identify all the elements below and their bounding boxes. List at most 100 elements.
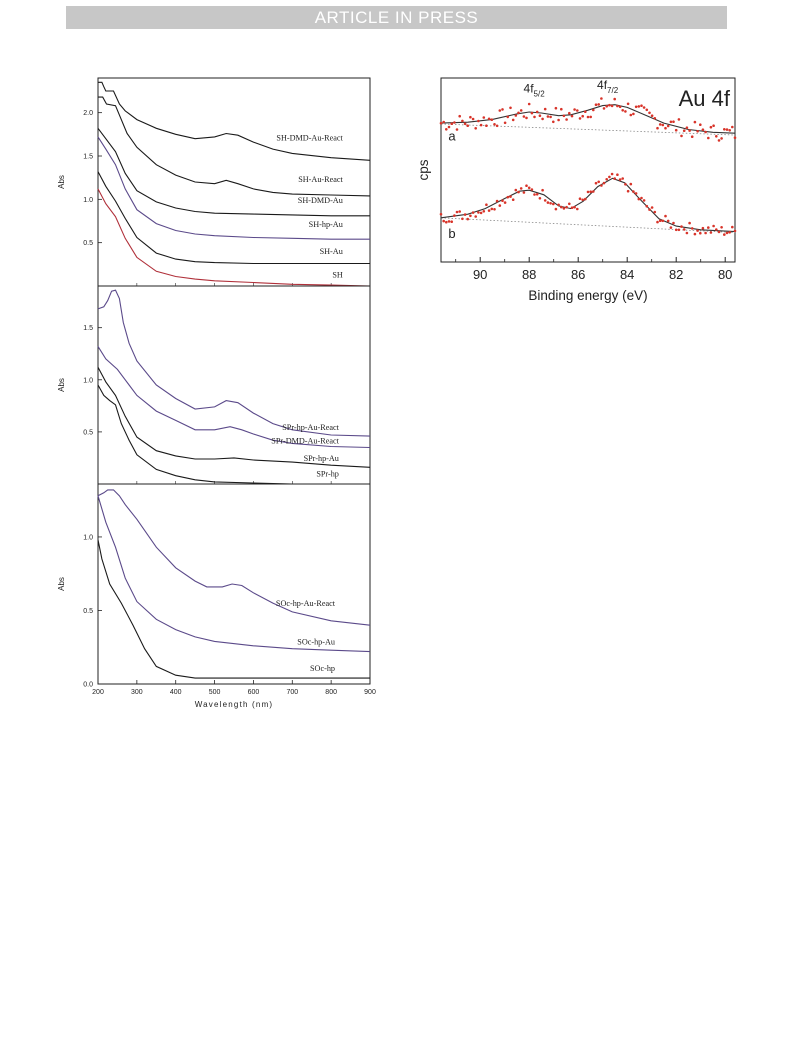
data-point xyxy=(640,196,643,200)
data-point xyxy=(495,199,499,203)
data-point xyxy=(517,190,520,194)
baseline xyxy=(440,217,736,233)
data-point xyxy=(549,115,552,119)
data-point xyxy=(458,210,461,213)
data-point xyxy=(519,109,523,112)
data-point xyxy=(629,113,633,117)
data-point xyxy=(514,114,518,117)
x-tick-label: 90 xyxy=(473,267,487,282)
data-point xyxy=(731,125,734,129)
data-point xyxy=(450,122,453,125)
series-label-SPr-DMD-Au-React: SPr-DMD-Au-React xyxy=(271,436,339,445)
series-line-SH-Au-React xyxy=(98,96,371,197)
data-point xyxy=(712,124,715,127)
y-tick-label: 1.0 xyxy=(83,197,93,204)
data-point xyxy=(616,104,619,108)
data-point xyxy=(578,117,582,120)
y-axis-label: Abs xyxy=(57,577,66,591)
data-point xyxy=(511,198,515,201)
data-point xyxy=(624,110,627,113)
series-label-SPr-hp-Au-React: SPr-hp-Au-React xyxy=(282,423,339,432)
series-label-SH-DMD-Au: SH-DMD-Au xyxy=(298,196,343,205)
y-tick-label: 0.5 xyxy=(83,240,93,247)
data-point xyxy=(466,124,469,127)
data-point xyxy=(717,139,721,142)
data-point xyxy=(543,107,547,111)
data-point xyxy=(439,121,443,125)
data-point xyxy=(733,229,737,233)
data-point xyxy=(447,125,451,129)
data-point xyxy=(696,229,699,232)
data-point xyxy=(471,117,475,121)
data-point xyxy=(461,217,464,221)
data-point xyxy=(728,129,731,132)
data-point xyxy=(669,226,673,229)
data-point xyxy=(509,106,512,110)
data-point xyxy=(699,231,702,235)
series-line-SOc-hp-Au-React xyxy=(97,489,371,626)
data-point xyxy=(493,123,496,126)
xps-series-a: a xyxy=(439,97,737,144)
data-point xyxy=(677,228,681,232)
data-point xyxy=(594,103,598,106)
data-point xyxy=(723,233,726,236)
data-point xyxy=(581,198,584,202)
data-point xyxy=(453,214,456,217)
data-point xyxy=(699,123,702,126)
data-point xyxy=(442,120,445,124)
data-point xyxy=(530,188,534,191)
baseline xyxy=(440,123,736,136)
data-point xyxy=(522,191,526,194)
data-point xyxy=(707,226,710,229)
data-point xyxy=(650,206,654,209)
data-point xyxy=(511,118,515,122)
data-point xyxy=(720,226,723,229)
data-point xyxy=(658,219,662,222)
series-line-SH-DMD-Au-React xyxy=(98,81,371,161)
x-tick-label: 900 xyxy=(364,689,376,696)
data-point xyxy=(616,173,619,176)
data-point xyxy=(669,120,673,124)
data-point xyxy=(605,105,608,108)
data-point xyxy=(527,186,531,190)
series-label-SPr-hp: SPr-hp xyxy=(316,470,339,479)
data-point xyxy=(723,128,726,131)
series-line-SPr-hp-Au xyxy=(97,367,371,468)
data-point xyxy=(538,197,542,200)
data-point xyxy=(487,117,491,121)
data-point xyxy=(562,114,566,118)
data-point xyxy=(463,122,467,125)
article-in-press-banner: ARTICLE IN PRESS xyxy=(66,6,727,29)
data-point xyxy=(565,118,568,121)
data-point xyxy=(554,207,558,211)
data-point xyxy=(733,136,737,139)
series-label-SH-Au-React: SH-Au-React xyxy=(298,175,343,184)
data-point xyxy=(600,184,603,187)
data-point xyxy=(557,203,560,207)
series-line-SH-hp-Au xyxy=(97,136,370,240)
x-tick-label: 82 xyxy=(669,267,683,282)
y-tick-label: 0.5 xyxy=(83,429,93,436)
data-point xyxy=(589,190,592,193)
uv-vis-spectra-figure: 0.5 1.0 1.5 2.0 Abs SH-DMD-Au-React SH-Au-Reac… xyxy=(57,77,376,709)
data-point xyxy=(461,119,464,123)
data-point xyxy=(690,135,694,138)
data-point xyxy=(605,178,608,181)
data-point xyxy=(530,111,534,115)
data-point xyxy=(445,128,448,131)
data-point xyxy=(594,181,598,185)
data-point xyxy=(637,105,641,108)
data-point xyxy=(455,128,459,131)
data-point xyxy=(560,205,563,209)
data-point xyxy=(495,124,499,128)
data-point xyxy=(626,189,630,193)
data-point xyxy=(715,228,718,231)
data-point xyxy=(725,231,729,235)
y-tick-label: 1.0 xyxy=(83,534,93,541)
data-point xyxy=(653,117,657,120)
data-point xyxy=(608,103,611,107)
series-line-SH-Au xyxy=(97,171,370,265)
data-point xyxy=(664,126,667,130)
data-point xyxy=(557,118,560,122)
data-point xyxy=(642,106,646,109)
